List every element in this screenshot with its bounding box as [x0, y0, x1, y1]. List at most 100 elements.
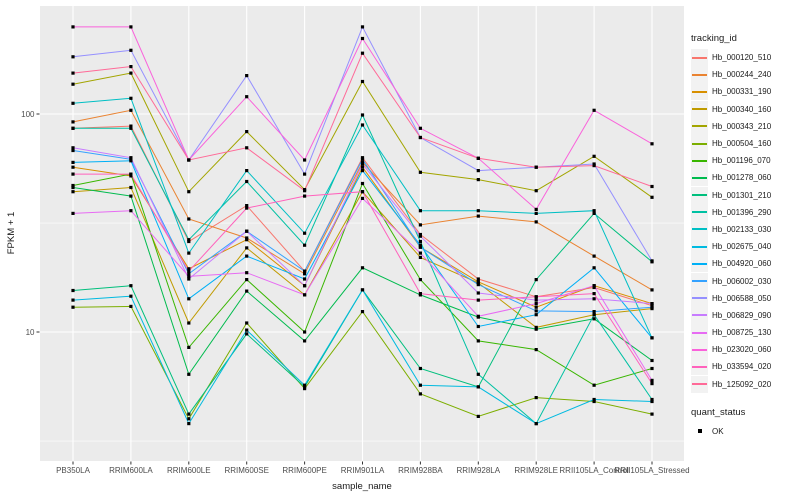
data-point — [592, 313, 596, 317]
data-point — [129, 65, 133, 69]
data-point — [650, 142, 654, 146]
x-tick-label: PB350LA — [56, 466, 90, 475]
y-axis-title: FPKM + 1 — [6, 212, 17, 255]
data-point — [534, 422, 538, 426]
data-point — [245, 229, 249, 233]
legend-item-label: Hb_008725_130 — [712, 328, 772, 338]
data-point — [476, 169, 480, 173]
data-point — [476, 277, 480, 281]
data-point — [650, 412, 654, 416]
data-point — [360, 123, 365, 127]
data-point — [303, 272, 307, 276]
legend-key-swatch — [691, 203, 708, 221]
data-point — [187, 277, 191, 281]
data-point — [245, 254, 249, 258]
data-point — [187, 274, 191, 278]
data-point — [650, 302, 654, 306]
data-point — [303, 339, 307, 343]
data-point — [303, 277, 307, 281]
data-point — [71, 172, 75, 176]
legend-item-label: Hb_001278_060 — [712, 173, 772, 183]
x-tick-label: RRII105LA_Stressed — [614, 466, 689, 475]
data-point — [650, 366, 654, 371]
legend-key-swatch — [691, 135, 708, 153]
legend-title-quant-status: quant_status — [691, 406, 746, 418]
legend-item: Hb_001278_060 — [691, 169, 799, 187]
legend-item-label: Hb_002675_040 — [712, 242, 772, 252]
data-point — [418, 135, 422, 140]
y-tick-label: 100 — [21, 110, 35, 119]
x-tick-label: RRIM928BA — [398, 466, 443, 475]
quant-status-items: OK — [691, 423, 799, 440]
data-point — [592, 397, 596, 402]
data-point — [129, 71, 133, 75]
legend-item: Hb_006588_050 — [691, 289, 799, 307]
data-point — [360, 162, 365, 166]
data-point — [650, 336, 654, 340]
data-point — [129, 96, 133, 100]
data-point — [476, 324, 480, 329]
data-point — [650, 288, 654, 292]
data-point — [360, 25, 365, 29]
legend-key-swatch — [691, 272, 708, 290]
data-point — [476, 214, 480, 218]
legend-item: Hb_006002_030 — [691, 272, 799, 290]
legend-key-swatch — [691, 324, 708, 342]
data-point — [418, 209, 422, 213]
data-point — [360, 113, 365, 117]
data-point — [360, 157, 365, 161]
legend-key-swatch — [691, 358, 708, 376]
legend-panel: tracking_id Hb_000120_510 Hb_000244_240 Hb… — [691, 33, 799, 440]
data-point — [592, 154, 596, 158]
legend-key-swatch — [691, 169, 708, 187]
data-point — [592, 164, 596, 168]
data-point — [187, 190, 191, 194]
data-point — [129, 172, 133, 176]
x-tick-label: RRIM600SE — [224, 466, 268, 475]
data-point — [534, 207, 538, 211]
legend-item-label: Hb_006002_030 — [712, 276, 772, 286]
data-point — [303, 385, 307, 389]
data-point — [418, 239, 422, 244]
legend-line-icon — [692, 245, 707, 248]
data-point — [592, 211, 596, 215]
data-point — [534, 348, 538, 352]
legend-key-swatch — [691, 186, 708, 204]
data-point — [303, 387, 307, 391]
data-point — [129, 284, 133, 288]
data-point — [534, 298, 538, 302]
legend-line-icon — [692, 125, 707, 128]
data-point — [418, 366, 422, 371]
data-point — [592, 266, 596, 270]
legend-line-icon — [692, 348, 707, 351]
legend-item: Hb_023020_060 — [691, 341, 799, 359]
data-point — [129, 124, 133, 128]
data-point — [187, 269, 191, 273]
legend-item: Hb_008725_130 — [691, 324, 799, 342]
data-point — [418, 245, 422, 249]
data-point — [650, 195, 654, 199]
data-point — [187, 372, 191, 376]
data-point — [245, 328, 249, 332]
data-point — [592, 399, 596, 404]
legend-item-label: Hb_000343_210 — [712, 121, 772, 131]
data-point — [360, 190, 365, 194]
legend-item: Hb_002675_040 — [691, 238, 799, 256]
legend-line-icon — [692, 211, 707, 214]
data-point — [418, 223, 422, 227]
legend-item-label: Hb_004920_060 — [712, 259, 772, 269]
legend-item: Hb_000244_240 — [691, 66, 799, 84]
legend-key-swatch — [691, 117, 708, 135]
legend-item-label: Hb_125092_020 — [712, 379, 772, 389]
legend-key-swatch — [691, 306, 708, 324]
data-point — [476, 385, 480, 389]
legend-items: Hb_000120_510 Hb_000244_240 Hb_000331_190 H… — [691, 49, 799, 393]
y-tick-label: 10 — [26, 328, 35, 337]
legend-item: Hb_001396_290 — [691, 203, 799, 221]
data-point — [418, 278, 422, 282]
legend-item: Hb_001301_210 — [691, 186, 799, 204]
data-point — [592, 317, 596, 321]
data-point — [476, 314, 480, 318]
legend-line-icon — [692, 331, 707, 334]
legend-line-icon — [692, 90, 707, 93]
